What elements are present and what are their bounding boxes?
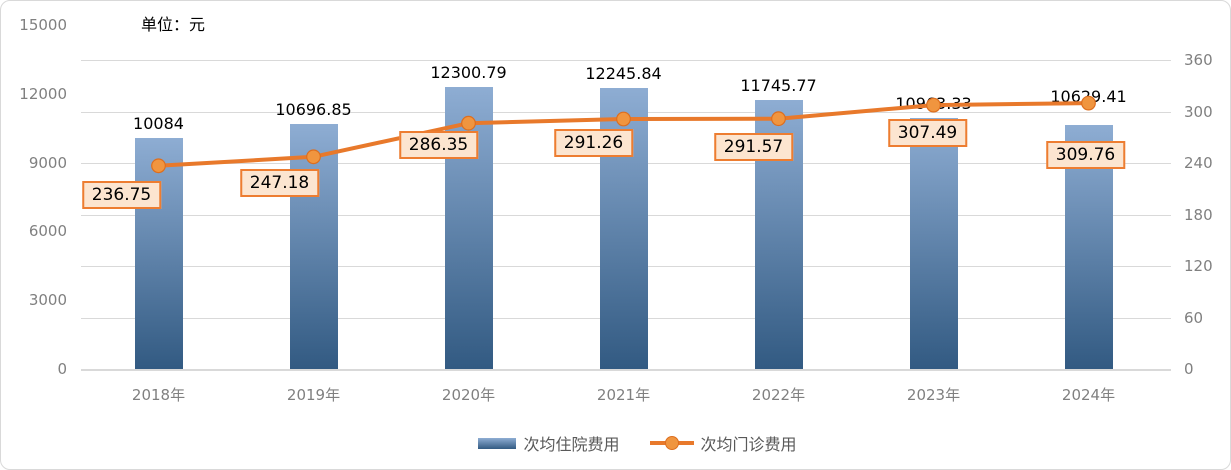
line-series-swatch-icon <box>649 436 694 451</box>
y-axis-right-tick: 360 <box>1184 51 1213 69</box>
y-axis-left-tick: 0 <box>57 360 67 378</box>
x-axis-label: 2019年 <box>286 386 341 404</box>
line-value-label: 247.18 <box>239 168 320 197</box>
line-swatch-marker-icon <box>664 436 679 450</box>
x-axis-label: 2018年 <box>131 386 186 404</box>
line-value-label: 291.57 <box>713 132 794 161</box>
y-axis-right-tick: 240 <box>1184 154 1213 172</box>
x-axis-label: 2024年 <box>1061 386 1116 404</box>
bar-value-label: 12300.79 <box>430 62 507 82</box>
gridline <box>81 60 1171 61</box>
x-axis-label: 2022年 <box>751 386 806 404</box>
legend: 次均住院费用 次均门诊费用 <box>23 431 1230 455</box>
legend-label-outpatient: 次均门诊费用 <box>700 435 797 454</box>
unit-note: 单位：元 <box>141 15 206 34</box>
y-axis-right-tick: 0 <box>1184 360 1194 378</box>
y-axis-right-tick: 180 <box>1184 205 1213 224</box>
line-value-label: 286.35 <box>398 131 479 160</box>
line-value-label: 309.76 <box>1045 141 1126 170</box>
x-axis-label: 2023年 <box>906 386 961 404</box>
y-axis-left-tick: 15000 <box>19 16 67 34</box>
y-axis-right-tick: 60 <box>1184 308 1204 327</box>
y-axis-left-tick: 3000 <box>28 291 67 310</box>
x-axis-label: 2020年 <box>441 386 496 404</box>
x-axis-line <box>81 368 1171 371</box>
bar-value-label: 12245.84 <box>585 64 662 84</box>
line-value-label: 291.26 <box>553 129 634 157</box>
legend-item-outpatient: 次均门诊费用 <box>649 431 797 455</box>
bar-series-swatch-icon <box>478 437 517 449</box>
bar-value-label: 11745.77 <box>740 75 817 95</box>
bar <box>134 137 183 369</box>
y-axis-right-tick: 300 <box>1184 102 1213 121</box>
y-axis-right-tick: 120 <box>1184 257 1213 275</box>
legend-label-hospitalization: 次均住院费用 <box>523 435 620 454</box>
line-value-label: 236.75 <box>81 180 162 209</box>
x-axis-label: 2021年 <box>596 386 651 404</box>
y-axis-left-tick: 6000 <box>28 222 67 241</box>
y-axis-left-tick: 12000 <box>19 84 67 103</box>
legend-item-hospitalization: 次均住院费用 <box>478 431 620 455</box>
y-axis-left-tick: 9000 <box>28 153 67 172</box>
line-value-label: 307.49 <box>887 119 968 148</box>
